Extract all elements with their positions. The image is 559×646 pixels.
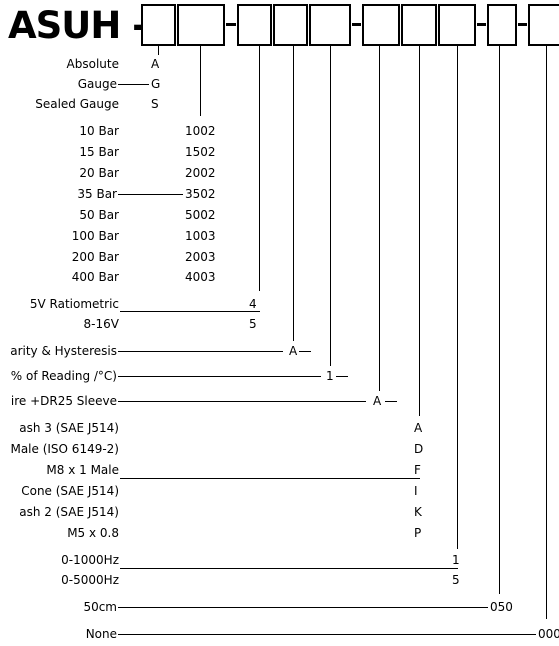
label-absolute: Absolute <box>66 57 119 71</box>
code-cable: A <box>373 394 382 408</box>
label-sealed-gauge: Sealed Gauge <box>35 97 119 111</box>
leader-option <box>118 634 536 635</box>
label-ratiometric: 5V Ratiometric <box>29 297 119 311</box>
leader-cable <box>118 401 366 402</box>
label-range: 100 Bar <box>71 229 119 243</box>
code-fitting: A <box>414 421 423 435</box>
label-range: 50 Bar <box>79 208 119 222</box>
leader-range-35bar <box>118 194 183 195</box>
label-fitting: Cone (SAE J514) <box>21 484 119 498</box>
code-frequency-1000: 1 <box>452 553 460 567</box>
code-range: 3502 <box>185 187 216 201</box>
code-range: 1002 <box>185 124 216 138</box>
label-range: 35 Bar <box>77 187 117 201</box>
separator-dash <box>477 23 486 26</box>
label-fitting: Male (ISO 6149-2) <box>10 442 119 456</box>
code-box-length <box>487 4 517 46</box>
label-frequency-1000: 0-1000Hz <box>61 553 119 567</box>
leader-length <box>118 607 488 608</box>
code-box-accuracy <box>273 4 308 46</box>
code-thermal: 1 <box>326 369 334 383</box>
label-option: None <box>85 627 117 641</box>
connector-cable <box>379 46 380 391</box>
separator-dash <box>352 23 361 26</box>
code-ratiometric: 4 <box>249 297 257 311</box>
code-sealed-gauge: S <box>151 97 159 111</box>
code-range: 1003 <box>185 229 216 243</box>
label-fitting: M5 x 0.8 <box>67 526 119 540</box>
label-fitting: ash 2 (SAE J514) <box>19 505 119 519</box>
connector-pressure-type <box>158 46 159 55</box>
code-box-pressure-type <box>141 4 176 46</box>
label-length: 50cm <box>83 600 117 614</box>
connector-output <box>259 46 260 291</box>
code-length: 050 <box>490 600 513 614</box>
code-box-option <box>528 4 559 46</box>
label-range: 200 Bar <box>71 250 119 264</box>
label-frequency-5000: 0-5000Hz <box>61 573 119 587</box>
code-box-fitting <box>401 4 437 46</box>
leader-accuracy-tail <box>299 351 311 352</box>
connector-option <box>546 46 547 619</box>
leader-output <box>120 311 260 312</box>
leader-fitting <box>120 478 420 479</box>
part-number-prefix: ASUH - <box>8 4 148 47</box>
separator-dash <box>518 23 527 26</box>
code-range: 5002 <box>185 208 216 222</box>
connector-frequency <box>457 46 458 549</box>
code-fitting: D <box>414 442 424 456</box>
code-box-output <box>237 4 272 46</box>
connector-thermal <box>330 46 331 366</box>
leader-accuracy <box>118 351 283 352</box>
code-range: 1502 <box>185 145 216 159</box>
code-8-16v: 5 <box>249 317 257 331</box>
label-accuracy: arity & Hysteresis <box>10 344 117 358</box>
label-8-16v: 8-16V <box>83 317 119 331</box>
code-absolute: A <box>151 57 160 71</box>
code-fitting: P <box>414 526 422 540</box>
label-cable: ire +DR25 Sleeve <box>10 394 117 408</box>
leader-thermal <box>118 376 321 377</box>
leader-frequency <box>120 568 458 569</box>
connector-pressure-range <box>200 46 201 116</box>
label-range: 10 Bar <box>79 124 119 138</box>
code-range: 2003 <box>185 250 216 264</box>
code-fitting: F <box>414 463 421 477</box>
code-fitting: I <box>414 484 418 498</box>
code-gauge: G <box>151 77 161 91</box>
code-option: 000 <box>538 627 559 641</box>
label-fitting: M8 x 1 Male <box>46 463 119 477</box>
code-fitting: K <box>414 505 422 519</box>
code-range: 4003 <box>185 270 216 284</box>
connector-accuracy <box>293 46 294 341</box>
label-range: 15 Bar <box>79 145 119 159</box>
code-box-pressure-range <box>177 4 225 46</box>
code-accuracy: A <box>289 344 298 358</box>
connector-length <box>499 46 500 594</box>
label-range: 20 Bar <box>79 166 119 180</box>
code-range: 2002 <box>185 166 216 180</box>
code-frequency-5000: 5 <box>452 573 460 587</box>
leader-thermal-tail <box>336 376 348 377</box>
label-gauge: Gauge <box>77 77 117 91</box>
code-box-thermal <box>309 4 351 46</box>
code-box-frequency <box>438 4 476 46</box>
separator-dash <box>226 23 236 26</box>
code-box-cable <box>362 4 400 46</box>
leader-cable-tail <box>385 401 397 402</box>
label-thermal: % of Reading /°C) <box>10 369 117 383</box>
connector-fitting <box>419 46 420 416</box>
leader-gauge <box>118 84 149 85</box>
label-range: 400 Bar <box>71 270 119 284</box>
label-fitting: ash 3 (SAE J514) <box>19 421 119 435</box>
